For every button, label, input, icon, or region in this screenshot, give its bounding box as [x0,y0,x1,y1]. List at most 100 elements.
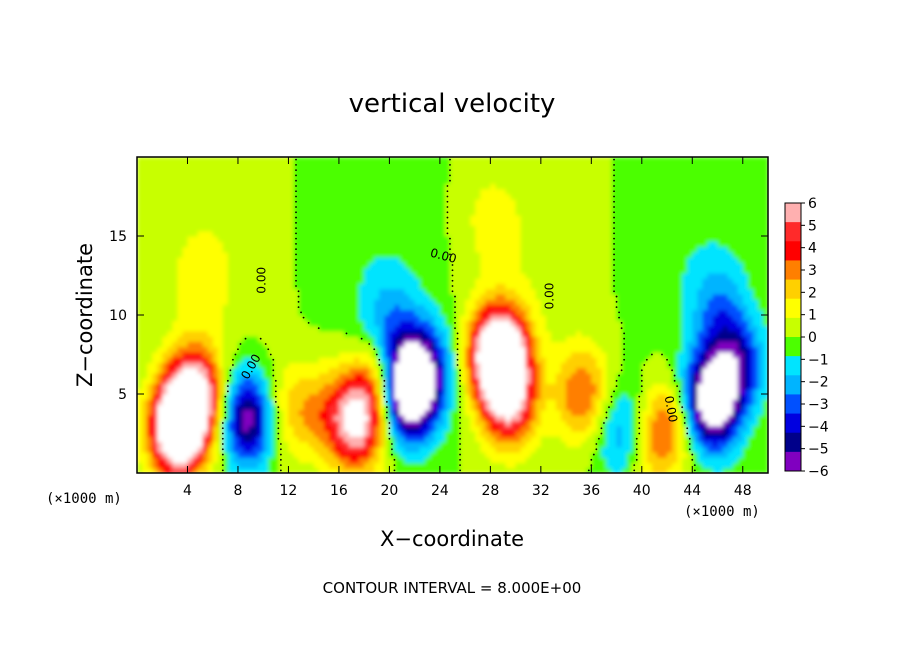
field-cell [449,404,456,411]
field-cell [389,157,396,163]
field-cell [359,351,365,358]
field-cell [293,394,300,400]
field-cell [283,220,290,227]
field-cell [429,299,436,306]
field-cell [465,462,471,469]
field-cell [202,409,209,416]
field-cell [147,341,153,348]
field-cell [429,336,436,342]
field-cell [530,230,537,237]
field-cell [354,183,360,190]
field-cell [485,178,491,184]
field-cell [172,467,178,473]
field-cell [470,288,476,295]
field-cell [530,193,537,200]
field-cell [298,436,305,442]
field-cell [520,320,527,327]
field-cell [167,267,173,274]
field-cell [197,325,204,332]
field-cell [157,241,163,248]
field-cell [333,372,340,379]
field-cell [399,446,406,453]
field-cell [258,220,264,227]
field-cell [227,383,234,390]
field-cell [288,325,295,332]
field-cell [525,167,532,174]
field-cell [268,367,274,374]
field-cell [308,293,315,300]
field-cell [520,436,527,442]
field-cell [475,251,481,258]
field-cell [263,351,269,358]
field-cell [142,330,148,337]
field-cell [177,315,184,321]
field-cell [429,388,436,395]
field-cell [177,214,184,221]
field-cell [268,404,274,411]
velocity-field [137,157,768,473]
field-cell [404,309,411,316]
field-cell [333,257,340,263]
field-cell [369,409,375,416]
field-cell [298,351,305,358]
field-cell [550,462,557,469]
field-cell [197,188,204,195]
field-cell [217,183,224,190]
field-cell [333,336,340,342]
field-cell [152,193,158,200]
field-cell [338,299,345,306]
field-cell [389,183,396,190]
field-cell [192,309,199,316]
field-cell [399,409,406,416]
field-cell [404,199,411,205]
field-cell [177,394,184,400]
field-cell [157,262,163,269]
field-cell [177,272,184,279]
field-cell [192,436,199,442]
field-cell [404,430,411,437]
field-cell [399,246,406,253]
field-cell [237,220,244,227]
field-cell [429,357,436,363]
field-cell [444,404,451,411]
field-cell [540,351,547,358]
field-cell [374,367,380,374]
field-cell [283,278,290,284]
field-cell [197,199,204,205]
field-cell [414,383,421,390]
field-cell [429,225,436,232]
field-cell [253,230,259,237]
field-cell [354,351,360,358]
field-cell [530,351,537,358]
field-cell [434,193,441,200]
field-cell [157,315,163,321]
field-cell [449,467,456,473]
field-cell [409,315,416,321]
field-cell [374,220,380,227]
field-cell [535,362,542,369]
field-cell [172,236,178,242]
field-cell [268,299,274,306]
field-cell [490,404,497,411]
field-cell [444,330,451,337]
field-cell [525,162,532,169]
field-cell [414,362,421,369]
field-cell [147,204,153,211]
field-cell [455,467,461,473]
field-cell [540,299,547,306]
field-cell [414,162,421,169]
field-cell [480,167,486,174]
field-cell [535,404,542,411]
field-cell [227,451,234,458]
field-cell [384,220,390,227]
field-cell [318,257,325,263]
field-cell [480,367,486,374]
field-cell [359,467,365,473]
field-cell [232,367,239,374]
field-cell [530,436,537,442]
field-cell [465,330,471,337]
field-cell [182,278,189,284]
field-cell [283,204,290,211]
field-cell [500,362,507,369]
field-cell [343,199,350,205]
